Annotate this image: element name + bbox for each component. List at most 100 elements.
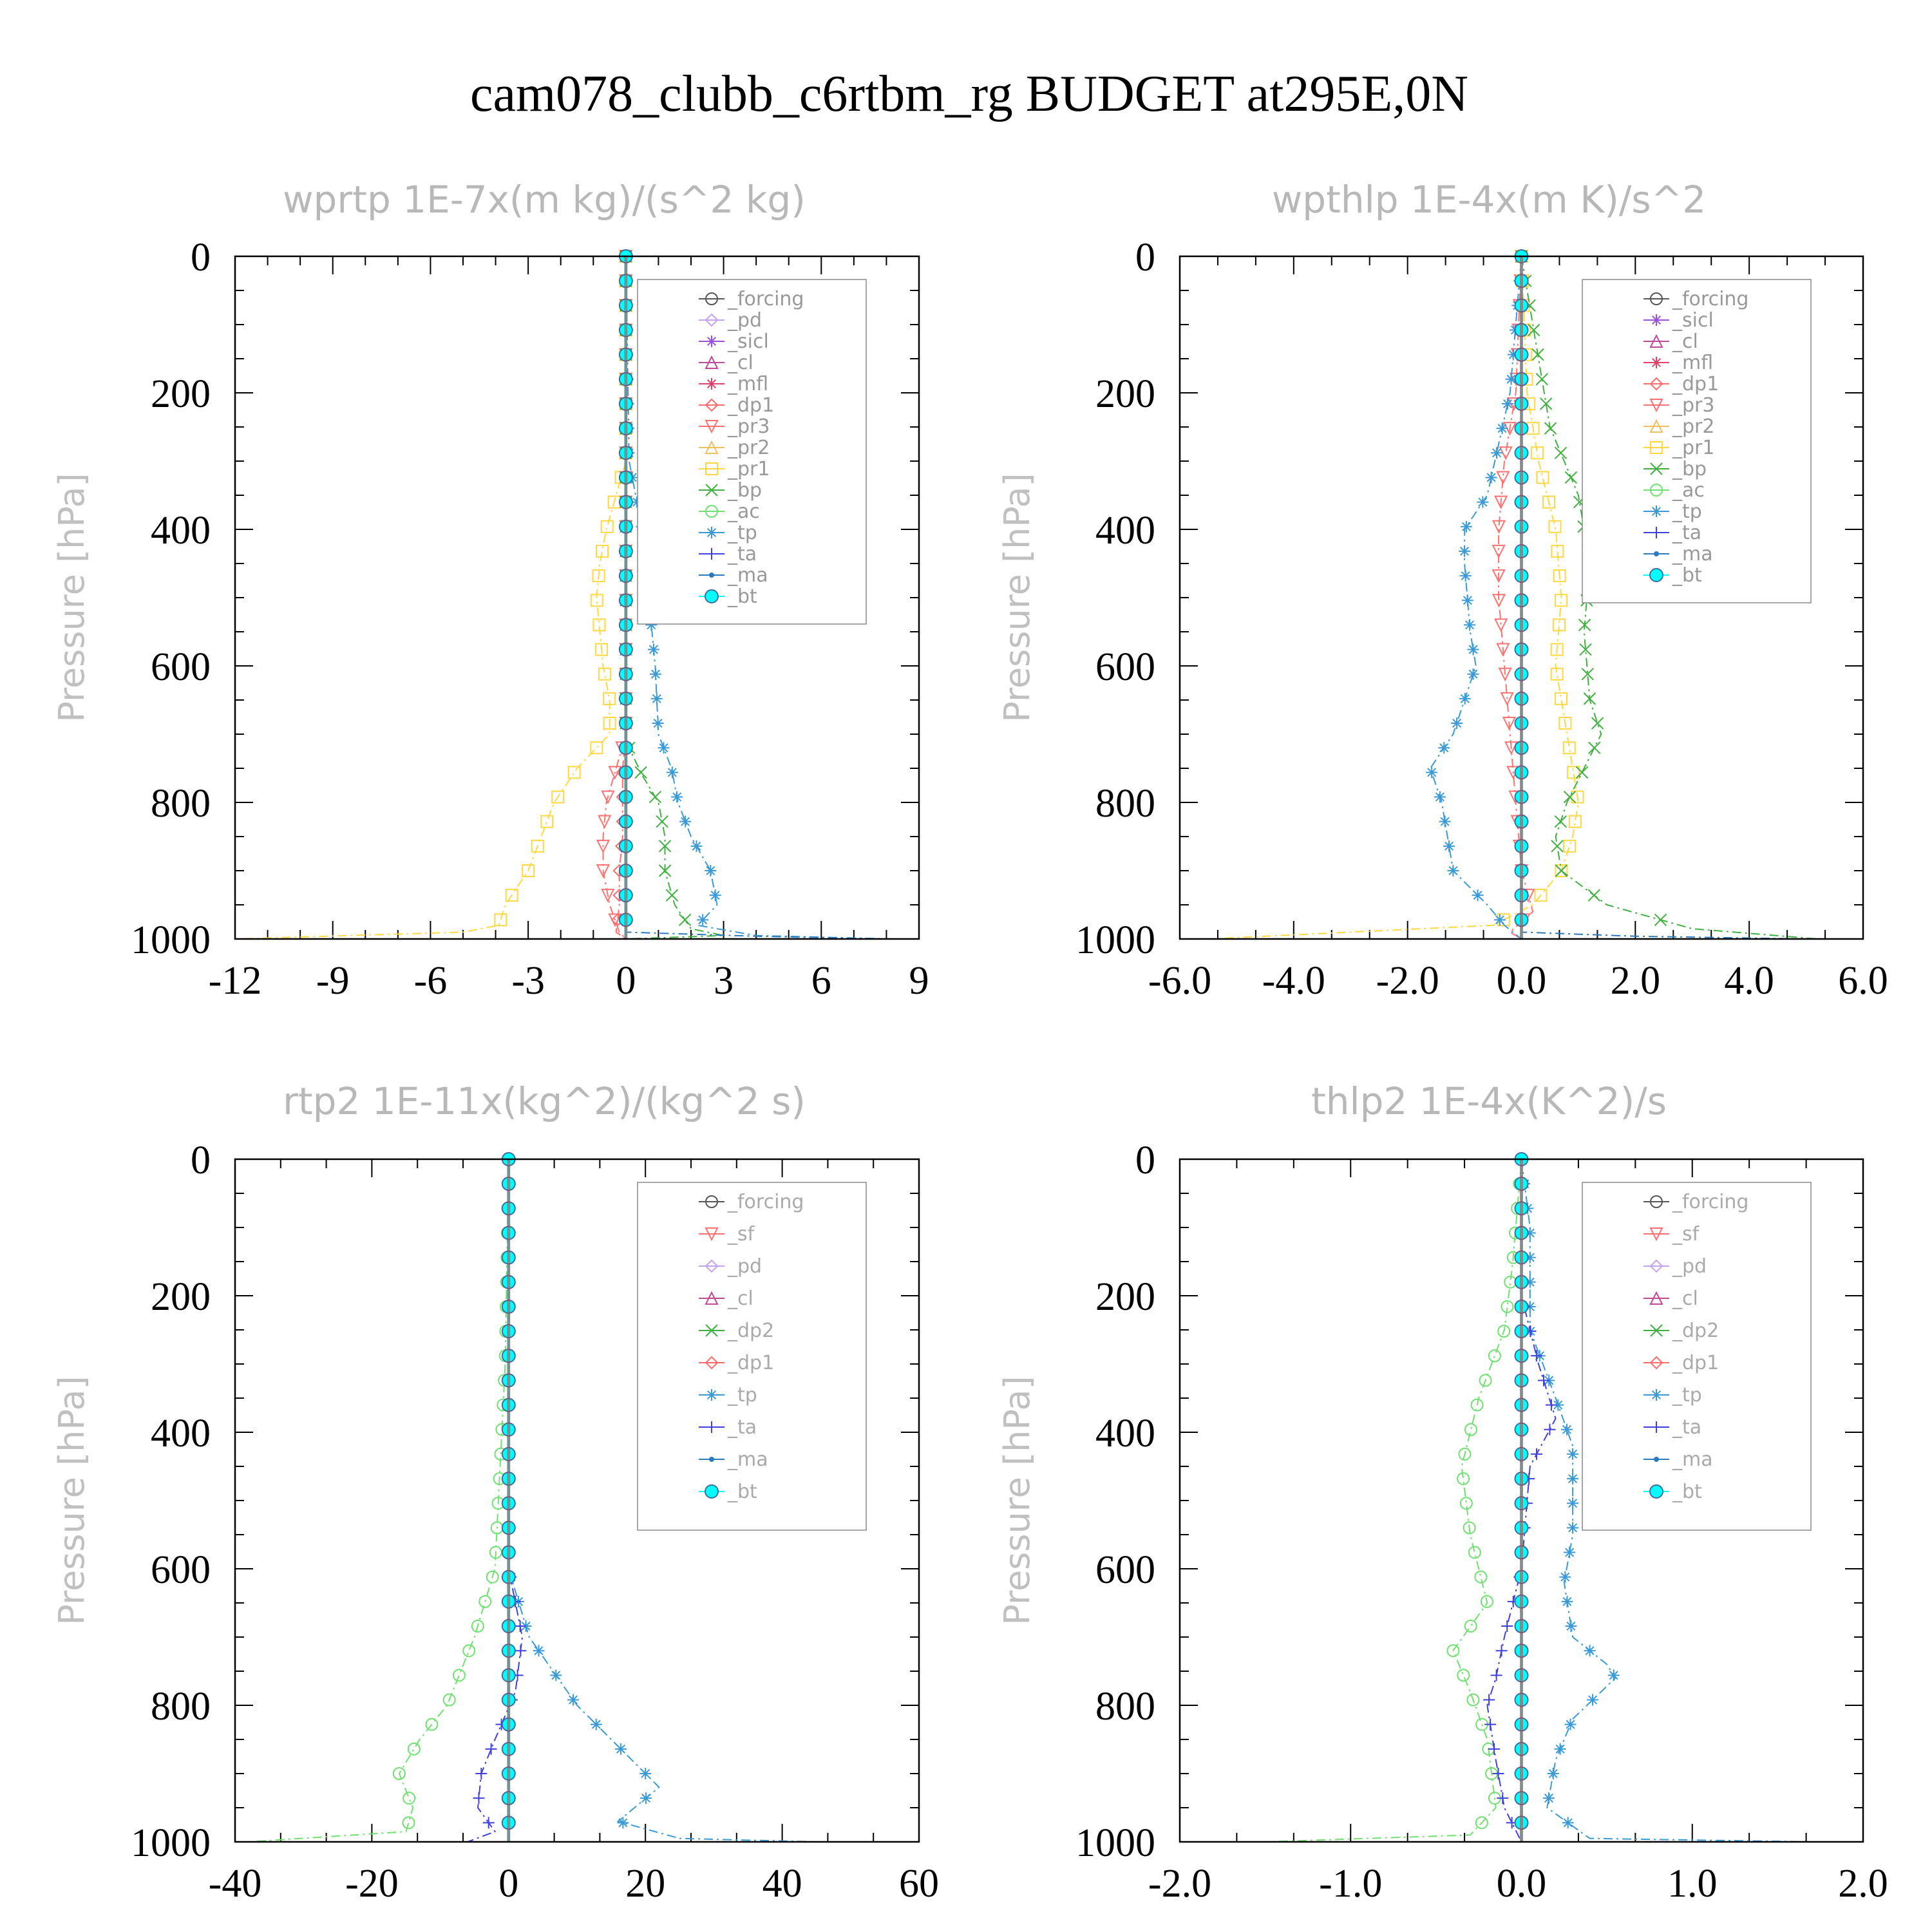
y-tick-label: 800 <box>1095 1685 1155 1728</box>
data-point <box>1552 618 1566 632</box>
x-tick-label: 6.0 <box>1838 959 1888 1003</box>
chart-panel: wprtp 1E-7x(m kg)/(s^2 kg) Pressure [hPa]… <box>52 178 929 1003</box>
legend-label: _sicl <box>1672 309 1714 332</box>
x-tick-label: 0 <box>498 1862 518 1906</box>
data-point <box>1451 717 1463 730</box>
legend-marker <box>705 484 718 497</box>
data-point <box>678 913 692 927</box>
x-tick-label: -3 <box>511 959 545 1003</box>
y-tick-label: 400 <box>151 1412 211 1455</box>
legend-label: _forcing <box>727 288 804 310</box>
legend-box <box>1582 1182 1812 1531</box>
data-point <box>1492 520 1506 534</box>
data-point <box>608 766 622 780</box>
data-point <box>640 1792 652 1804</box>
legend-marker <box>1651 1421 1662 1433</box>
data-point <box>649 668 661 680</box>
y-axis-label: Pressure [hPa] <box>52 473 92 722</box>
legend-marker <box>705 462 718 475</box>
data-point <box>531 839 544 853</box>
x-tick-label: 2.0 <box>1611 959 1661 1003</box>
legend-label: _pd <box>1672 1255 1707 1278</box>
data-point <box>1539 397 1553 410</box>
data-point <box>600 520 614 533</box>
legend-label: _bt <box>727 585 757 608</box>
legend-label: _dp2 <box>727 1320 774 1342</box>
data-point <box>486 1570 499 1584</box>
data-point <box>1524 1276 1536 1288</box>
chart-panel: thlp2 1E-4x(K^2)/s Pressure [hPa] -2.0 -1.0… <box>997 1079 1888 1906</box>
legend-marker <box>705 1291 719 1305</box>
data-point <box>1426 766 1438 779</box>
plot-frame <box>1179 1158 1864 1843</box>
data-series <box>1515 250 1818 940</box>
chart-panels: wprtp 1E-7x(m kg)/(s^2 kg) Pressure [hPa]… <box>52 178 1888 1906</box>
data-point <box>596 839 611 854</box>
data-point <box>1479 1374 1492 1387</box>
data-point <box>596 864 611 878</box>
legend-marker <box>705 313 719 327</box>
legend-marker <box>705 398 719 412</box>
data-point <box>567 1694 580 1706</box>
data-point <box>494 913 507 927</box>
legend-label: _ac <box>727 500 760 523</box>
data-point <box>647 643 659 656</box>
x-tick-label: -2.0 <box>1148 1862 1211 1906</box>
legend-box <box>637 279 867 625</box>
data-point <box>1555 864 1568 877</box>
data-point <box>425 1718 439 1731</box>
legend-marker <box>1649 1227 1663 1242</box>
x-tick-label: 60 <box>899 1862 939 1906</box>
data-point <box>1505 373 1517 385</box>
data-point <box>1567 1497 1579 1510</box>
data-point <box>1496 471 1510 485</box>
data-point <box>1491 447 1503 459</box>
data-point <box>1534 889 1548 902</box>
legend-label: _sf <box>1672 1223 1700 1245</box>
data-point <box>1507 348 1519 361</box>
legend-label: _pr1 <box>727 458 770 480</box>
legend-marker <box>1649 568 1663 582</box>
legend-label: _ma <box>1672 1448 1713 1471</box>
data-point <box>1567 1448 1579 1460</box>
x-tick-label: -9 <box>316 959 350 1003</box>
data-point <box>1530 446 1544 460</box>
data-point <box>1468 1546 1481 1559</box>
data-point <box>1555 692 1568 705</box>
legend-marker <box>1654 551 1659 556</box>
legend-marker <box>1650 292 1663 305</box>
data-point <box>407 1742 421 1756</box>
data-point <box>666 766 678 779</box>
legend-box <box>637 1182 867 1531</box>
data-point <box>1562 741 1576 755</box>
legend-label: _ta <box>1672 522 1701 544</box>
data-point <box>551 790 565 804</box>
data-point <box>658 840 672 853</box>
data-point <box>652 717 664 730</box>
legend-marker <box>1649 1259 1663 1273</box>
data-point <box>1484 1718 1497 1730</box>
legend-label: _bt <box>1672 564 1702 587</box>
y-tick-label: 400 <box>1095 509 1155 553</box>
data-point <box>1488 1349 1501 1363</box>
data-point <box>475 1768 488 1779</box>
data-point <box>402 1792 416 1805</box>
data-point <box>1562 1817 1574 1829</box>
data-point <box>1461 594 1473 607</box>
y-tick-label: 400 <box>151 509 211 553</box>
y-tick-label: 1000 <box>1075 1821 1155 1865</box>
series-line <box>234 256 627 940</box>
data-point <box>650 692 663 705</box>
data-point <box>1496 422 1508 435</box>
data-point <box>473 1792 485 1804</box>
x-tick-label: 3 <box>714 959 734 1003</box>
data-point <box>1446 1644 1460 1658</box>
legend-label: _cl <box>1672 330 1698 353</box>
data-point <box>1458 1447 1472 1461</box>
data-point <box>658 742 670 754</box>
data-point <box>1548 520 1562 533</box>
data-point <box>656 815 668 828</box>
data-point <box>1457 1472 1470 1486</box>
legend-marker <box>1651 527 1662 538</box>
data-point <box>533 1645 545 1657</box>
